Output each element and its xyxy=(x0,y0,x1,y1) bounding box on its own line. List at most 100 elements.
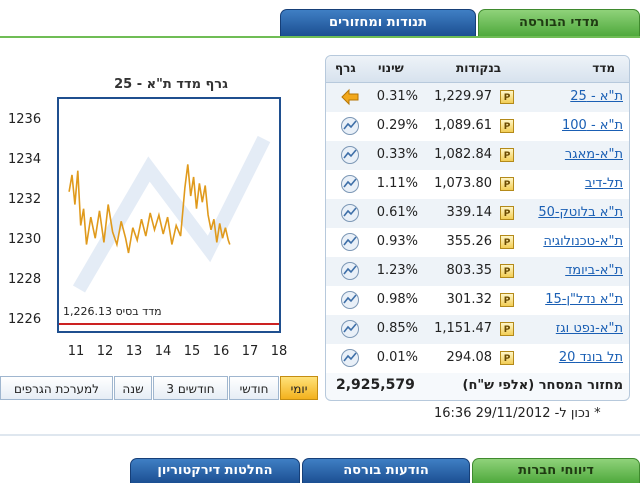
index-change: 0.93% xyxy=(376,234,418,249)
graph-icon[interactable] xyxy=(340,290,360,310)
turnover-label: מחזור המסחר (אלפי ש"ח) xyxy=(462,378,624,393)
period-button[interactable]: חודשי xyxy=(229,376,279,400)
info-icon[interactable]: P xyxy=(500,351,514,365)
index-name-link[interactable]: ת"א בלוטק-50 xyxy=(538,205,623,220)
index-points: 1,089.61 xyxy=(434,118,492,133)
index-name-link[interactable]: ת"א - 25 xyxy=(570,89,623,104)
index-change: 0.01% xyxy=(376,350,418,365)
index-name-link[interactable]: תל בונד 20 xyxy=(558,350,623,365)
info-icon[interactable]: P xyxy=(500,293,514,307)
index-points: 294.08 xyxy=(446,350,493,365)
info-icon[interactable]: P xyxy=(500,90,514,104)
index-change: 0.33% xyxy=(376,147,418,162)
y-tick-label: 1234 xyxy=(8,152,42,167)
info-icon[interactable]: P xyxy=(500,148,514,162)
x-tick-label: 14 xyxy=(154,344,172,359)
info-icon[interactable]: P xyxy=(500,235,514,249)
index-points: 301.32 xyxy=(446,292,493,307)
period-button[interactable]: למערכת הגרפים xyxy=(0,376,113,400)
graph-icon[interactable] xyxy=(340,348,360,368)
y-tick-label: 1228 xyxy=(8,272,42,287)
table-row: ת"א - 25 P 1,229.97 0.31% xyxy=(326,83,629,112)
table-row: ת"א-מאגר P 1,082.84 0.33% xyxy=(326,141,629,170)
table-row: תל בונד 20 P 294.08 0.01% xyxy=(326,344,629,373)
tab-company-reports[interactable]: דיווחי חברות xyxy=(472,458,640,483)
index-name-link[interactable]: תל-דיב xyxy=(584,176,623,191)
index-change: 0.98% xyxy=(376,292,418,307)
y-tick-label: 1226 xyxy=(8,312,42,327)
x-tick-label: 18 xyxy=(270,344,288,359)
table-row: ת"א-ביומד P 803.35 1.23% xyxy=(326,257,629,286)
period-button[interactable]: יומי xyxy=(280,376,318,400)
x-tick-label: 15 xyxy=(183,344,201,359)
y-tick-label: 1232 xyxy=(8,192,42,207)
index-points: 803.35 xyxy=(446,263,493,278)
header-graph: גרף xyxy=(335,61,356,75)
index-chart xyxy=(59,135,279,326)
tab-market-indices[interactable]: מדדי הבורסה xyxy=(478,9,640,36)
index-change: 1.23% xyxy=(376,263,418,278)
header-change: שינוי xyxy=(378,61,404,75)
graph-icon[interactable] xyxy=(340,319,360,339)
x-tick-label: 11 xyxy=(67,344,85,359)
graph-icon[interactable] xyxy=(340,116,360,136)
table-row: ת"א-נפט וגז P 1,151.47 0.85% xyxy=(326,315,629,344)
index-points: 339.14 xyxy=(446,205,493,220)
index-change: 0.31% xyxy=(376,89,418,104)
x-tick-label: 12 xyxy=(96,344,114,359)
period-button[interactable]: 3 חודשים xyxy=(153,376,228,400)
index-name-link[interactable]: ת"א - 100 xyxy=(562,118,623,133)
graph-icon[interactable] xyxy=(340,174,360,194)
x-tick-label: 13 xyxy=(125,344,143,359)
info-icon[interactable]: P xyxy=(500,177,514,191)
index-name-link[interactable]: ת"א-מאגר xyxy=(564,147,623,162)
y-tick-label: 1230 xyxy=(8,232,42,247)
index-points: 1,229.97 xyxy=(434,89,492,104)
tab-rule xyxy=(0,36,640,38)
period-selector: יומי חודשי 3 חודשים שנה למערכת הגרפים xyxy=(0,376,318,402)
table-row: ת"א - 100 P 1,089.61 0.29% xyxy=(326,112,629,141)
graph-icon[interactable] xyxy=(340,145,360,165)
index-name-link[interactable]: ת"א-נפט וגז xyxy=(555,321,623,336)
table-row: תל-דיב P 1,073.80 1.11% xyxy=(326,170,629,199)
index-points: 1,073.80 xyxy=(434,176,492,191)
base-label: מדד בסיס 1,226.13 xyxy=(63,305,162,318)
table-row: ת"א-טכנולוגיה P 355.26 0.93% xyxy=(326,228,629,257)
bottom-rule xyxy=(0,434,640,436)
series-line xyxy=(68,164,231,254)
index-name-link[interactable]: ת"א נדל"ן-15 xyxy=(545,292,623,307)
y-tick-label: 1236 xyxy=(8,112,42,127)
info-icon[interactable]: P xyxy=(500,119,514,133)
updated-timestamp: * נכון ל- 29/11/2012 16:36 xyxy=(434,406,601,421)
table-row: ת"א נדל"ן-15 P 301.32 0.98% xyxy=(326,286,629,315)
info-icon[interactable]: P xyxy=(500,322,514,336)
index-name-link[interactable]: ת"א-ביומד xyxy=(565,263,623,278)
x-tick-label: 17 xyxy=(241,344,259,359)
index-change: 0.29% xyxy=(376,118,418,133)
chart-watermark xyxy=(72,135,271,293)
turnover-value: 2,925,579 xyxy=(336,377,415,393)
tab-board-decisions[interactable]: החלטות דירקטוריון xyxy=(130,458,300,483)
tab-exchange-notices[interactable]: הודעות בורסה xyxy=(302,458,470,483)
graph-icon[interactable] xyxy=(340,232,360,252)
turnover-row: מחזור המסחר (אלפי ש"ח) 2,925,579 xyxy=(326,372,629,400)
index-points: 1,151.47 xyxy=(434,321,492,336)
chart-frame: מדד בסיס 1,226.13 xyxy=(57,97,281,333)
index-name-link[interactable]: ת"א-טכנולוגיה xyxy=(543,234,623,249)
index-change: 0.61% xyxy=(376,205,418,220)
index-change: 1.11% xyxy=(376,176,418,191)
info-icon[interactable]: P xyxy=(500,206,514,220)
index-table: מדד בנקודות שינוי גרף ת"א - 25 P 1,229.97 0… xyxy=(325,55,630,401)
table-row: ת"א בלוטק-50 P 339.14 0.61% xyxy=(326,199,629,228)
graph-icon[interactable] xyxy=(340,203,360,223)
index-points: 1,082.84 xyxy=(434,147,492,162)
selected-arrow-icon[interactable] xyxy=(340,87,360,107)
index-points: 355.26 xyxy=(446,234,493,249)
header-index: מדד xyxy=(592,61,615,75)
info-icon[interactable]: P xyxy=(500,264,514,278)
period-button[interactable]: שנה xyxy=(114,376,152,400)
tab-movers[interactable]: תנודות ומחזורים xyxy=(280,9,476,36)
graph-icon[interactable] xyxy=(340,261,360,281)
header-points: בנקודות xyxy=(456,61,502,75)
x-tick-label: 16 xyxy=(212,344,230,359)
